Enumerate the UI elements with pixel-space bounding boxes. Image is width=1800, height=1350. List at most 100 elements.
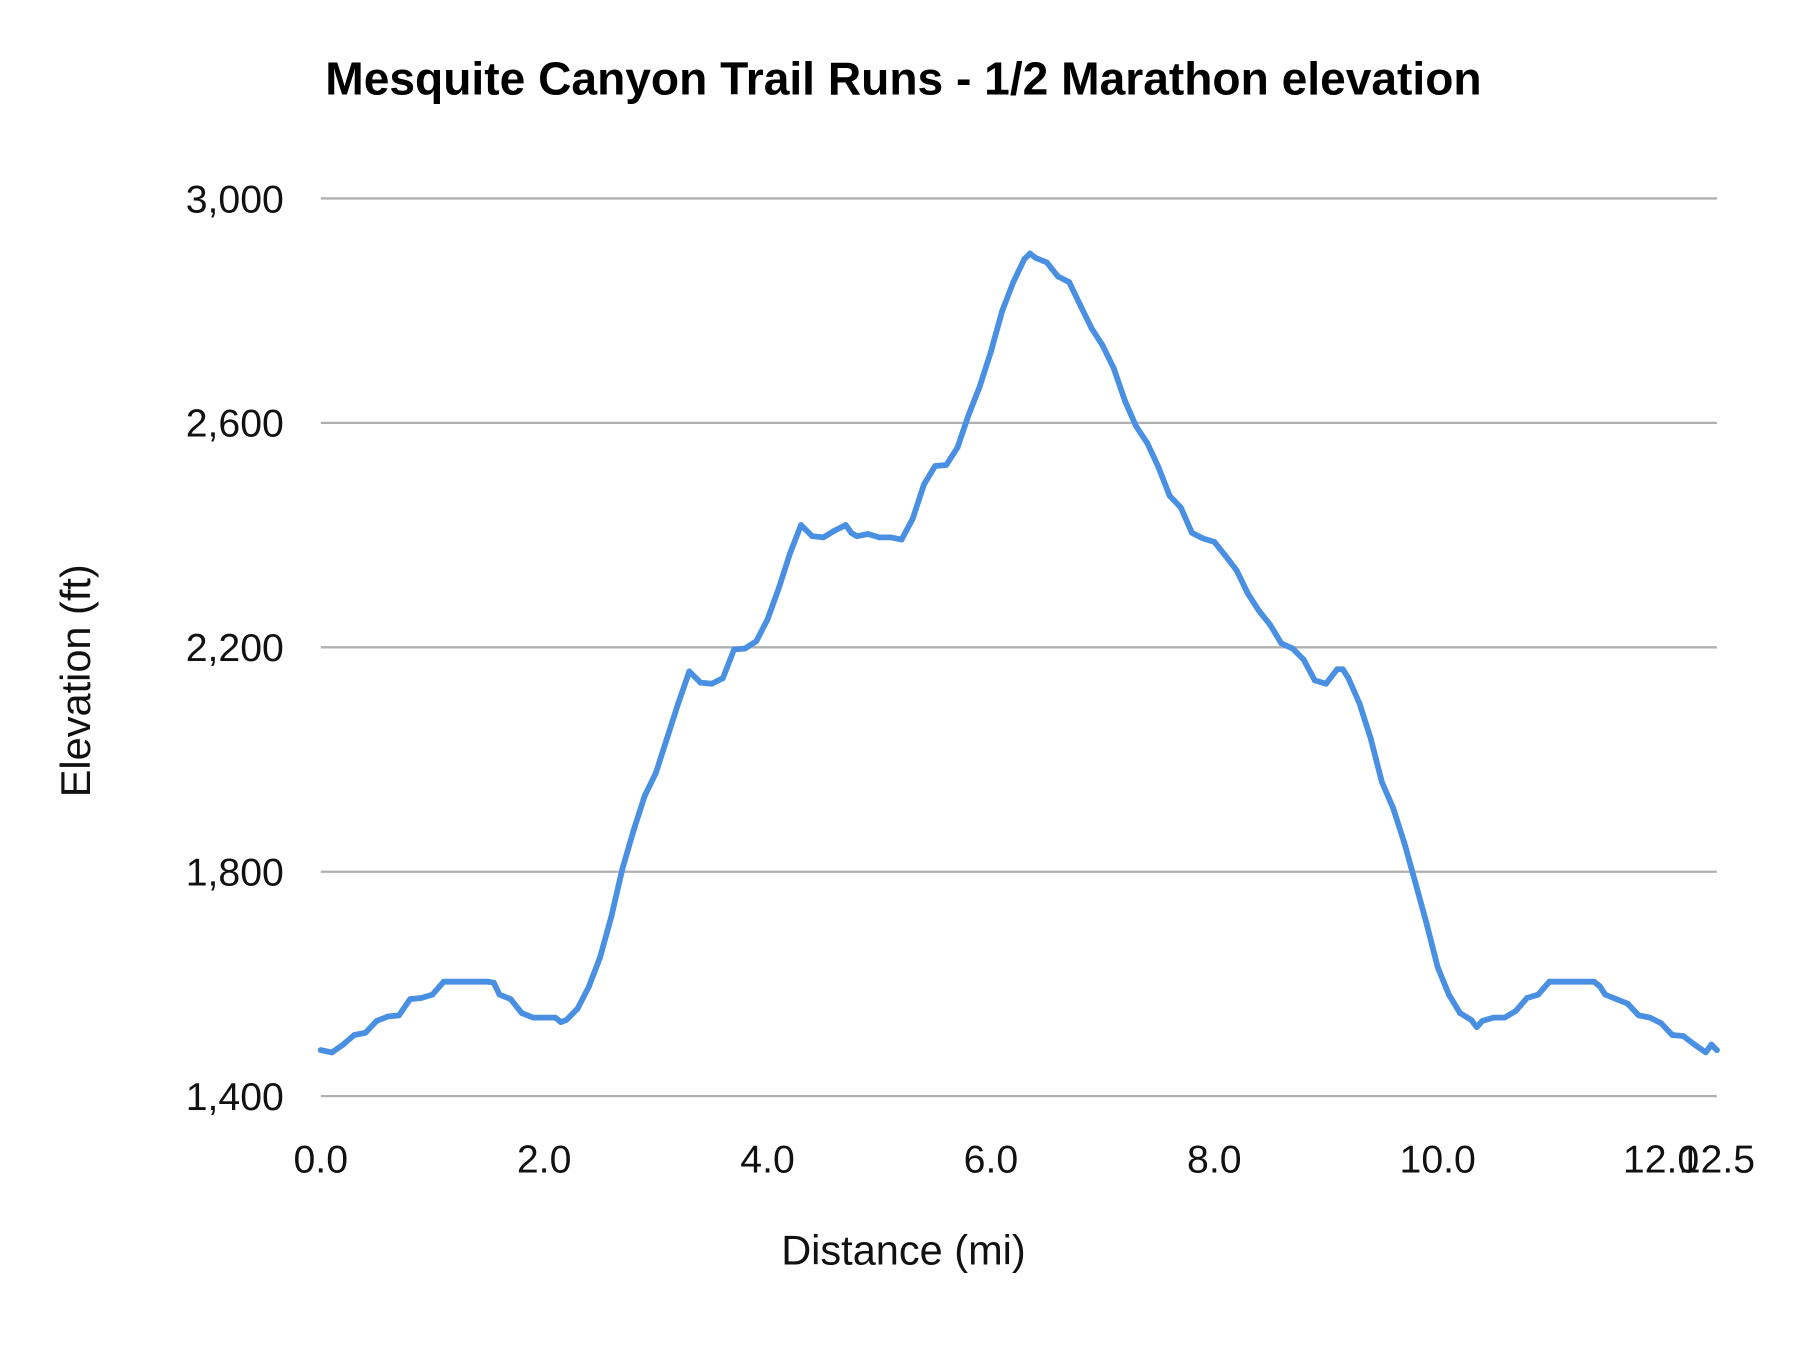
data-point xyxy=(675,700,682,707)
data-point xyxy=(1345,675,1352,682)
x-tick-label: 12.0 xyxy=(1623,1137,1699,1181)
data-point xyxy=(1311,677,1318,684)
data-point xyxy=(552,1014,559,1021)
data-point xyxy=(1557,978,1564,985)
data-point xyxy=(558,1019,564,1025)
data-point xyxy=(1211,538,1218,545)
data-point xyxy=(820,534,827,541)
data-point xyxy=(451,978,458,985)
data-point xyxy=(988,348,994,355)
data-point xyxy=(1635,1012,1642,1019)
data-point xyxy=(608,914,615,921)
x-tick-label: 8.0 xyxy=(1187,1137,1242,1181)
data-point xyxy=(1055,273,1061,280)
data-point xyxy=(1177,504,1184,511)
data-point xyxy=(1110,365,1117,372)
data-point xyxy=(1267,621,1274,628)
data-point xyxy=(686,668,693,675)
data-point xyxy=(1043,259,1050,266)
data-point xyxy=(1708,1041,1715,1048)
data-point xyxy=(1099,342,1106,349)
data-point xyxy=(909,515,916,522)
data-point xyxy=(1356,700,1363,707)
data-point xyxy=(764,616,771,623)
data-point xyxy=(1702,1049,1709,1056)
data-point xyxy=(418,995,425,1001)
data-point xyxy=(943,462,950,468)
data-point xyxy=(809,533,816,540)
data-point xyxy=(1546,978,1553,985)
data-point xyxy=(496,991,503,998)
data-point xyxy=(541,1014,548,1021)
data-point xyxy=(1501,1014,1508,1021)
data-point xyxy=(1680,1033,1687,1040)
data-point xyxy=(1378,779,1385,785)
data-point xyxy=(1256,607,1262,614)
data-point xyxy=(474,978,481,985)
data-point xyxy=(440,978,447,985)
data-point xyxy=(1189,529,1195,536)
data-point xyxy=(1133,423,1140,430)
y-tick-label: 2,200 xyxy=(186,626,284,670)
data-point xyxy=(753,638,760,645)
data-point xyxy=(429,991,436,998)
data-point xyxy=(630,827,637,834)
chart-title: Mesquite Canyon Trail Runs - 1/2 Maratho… xyxy=(325,53,1481,105)
data-point xyxy=(854,533,860,540)
data-point xyxy=(1077,302,1084,308)
data-point xyxy=(1580,978,1586,985)
data-point xyxy=(1401,839,1408,846)
data-point xyxy=(1568,978,1575,985)
data-point xyxy=(932,463,938,469)
data-point xyxy=(1602,991,1609,998)
data-point xyxy=(1222,552,1229,559)
x-tick-label: 6.0 xyxy=(964,1137,1019,1181)
data-point xyxy=(340,1041,346,1048)
data-point xyxy=(1300,656,1307,663)
data-point xyxy=(742,645,749,652)
x-tick-label: 10.0 xyxy=(1400,1137,1476,1181)
data-point xyxy=(585,983,592,990)
data-point xyxy=(1624,1000,1631,1007)
data-point xyxy=(775,585,782,592)
data-point xyxy=(1691,1041,1698,1048)
data-point xyxy=(1658,1020,1664,1027)
data-point xyxy=(1591,978,1597,985)
data-point xyxy=(1200,535,1207,542)
data-point xyxy=(999,308,1005,315)
data-point xyxy=(1334,666,1341,673)
data-point xyxy=(664,735,670,742)
data-point xyxy=(384,1013,391,1020)
data-point xyxy=(965,412,972,418)
data-point xyxy=(574,1005,581,1012)
data-point xyxy=(831,527,838,534)
data-point xyxy=(848,529,855,536)
data-point xyxy=(1714,1047,1720,1054)
data-point xyxy=(518,1010,525,1017)
x-tick-label: 12.5 xyxy=(1679,1137,1755,1181)
data-point xyxy=(1445,991,1452,998)
data-point xyxy=(407,996,414,1002)
data-point xyxy=(731,646,737,653)
data-point xyxy=(1027,250,1033,257)
data-point xyxy=(1390,804,1396,811)
x-tick-label: 2.0 xyxy=(517,1137,572,1181)
x-tick-label: 4.0 xyxy=(740,1137,795,1181)
x-axis-label: Distance (mi) xyxy=(781,1227,1026,1274)
data-point xyxy=(463,978,469,985)
data-point xyxy=(1490,1014,1497,1021)
data-point xyxy=(1088,325,1095,331)
data-point xyxy=(563,1016,570,1023)
data-point xyxy=(619,866,626,872)
data-point xyxy=(708,680,715,687)
data-point xyxy=(921,481,927,488)
data-point xyxy=(1647,1014,1653,1021)
data-point xyxy=(1339,666,1346,673)
data-point xyxy=(329,1049,335,1056)
data-point xyxy=(1473,1024,1480,1031)
data-point xyxy=(1032,255,1039,261)
data-point xyxy=(865,531,871,537)
data-point xyxy=(1535,991,1542,998)
data-point xyxy=(697,679,704,686)
y-tick-label: 2,600 xyxy=(186,402,284,446)
